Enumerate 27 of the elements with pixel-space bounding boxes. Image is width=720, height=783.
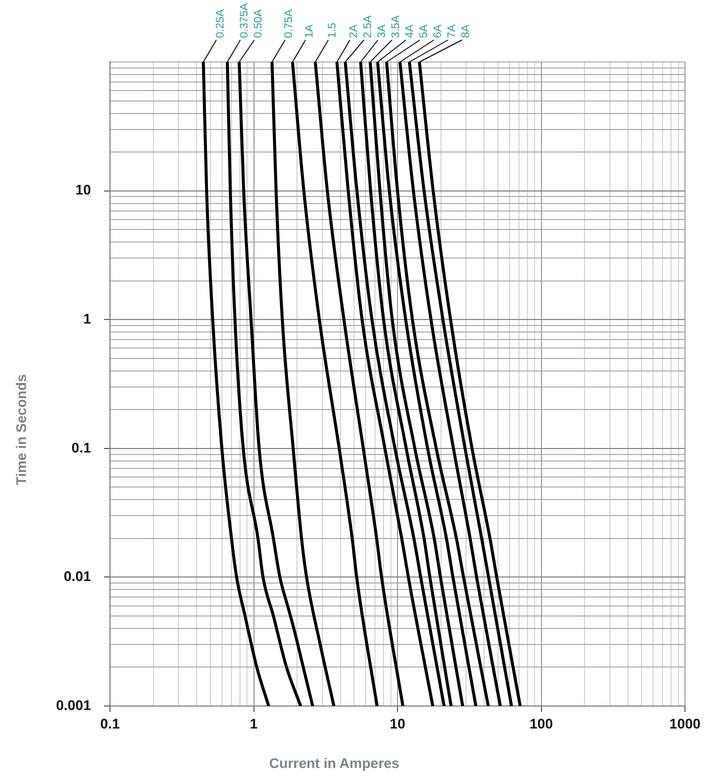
y-tick-label: 0.01 <box>64 568 92 584</box>
y-tick-label: 1 <box>83 310 92 326</box>
y-tick-label: 0.001 <box>56 696 92 713</box>
text: 2.5A <box>362 14 374 38</box>
text: 0.375A <box>238 2 250 38</box>
text: 1.5 <box>326 22 338 38</box>
text: 0.75A <box>283 8 296 38</box>
y-axis-title: Time in Seconds <box>12 374 29 486</box>
text: 1A <box>304 24 316 38</box>
text: 3.5A <box>390 14 402 38</box>
x-tick-label: 1000 <box>669 715 701 732</box>
x-tick-label: 0.1 <box>100 715 120 732</box>
x-tick-label: 100 <box>530 715 554 732</box>
text: 7A <box>446 24 458 38</box>
text: 4A <box>404 24 416 38</box>
x-tick-label: 1 <box>250 715 258 732</box>
text: 2A <box>348 24 360 38</box>
x-tick-label: 10 <box>390 715 406 732</box>
text: 3A <box>376 24 388 38</box>
text: 8A <box>460 24 472 38</box>
text: 0.50A <box>252 8 264 38</box>
text: 0.25A <box>214 8 226 38</box>
y-tick-label: 10 <box>75 182 92 198</box>
x-axis-title: Current in Amperes <box>269 754 400 771</box>
text: 5A <box>418 24 430 38</box>
y-tick-label: 0.1 <box>72 439 92 456</box>
text: 6A <box>432 24 444 38</box>
